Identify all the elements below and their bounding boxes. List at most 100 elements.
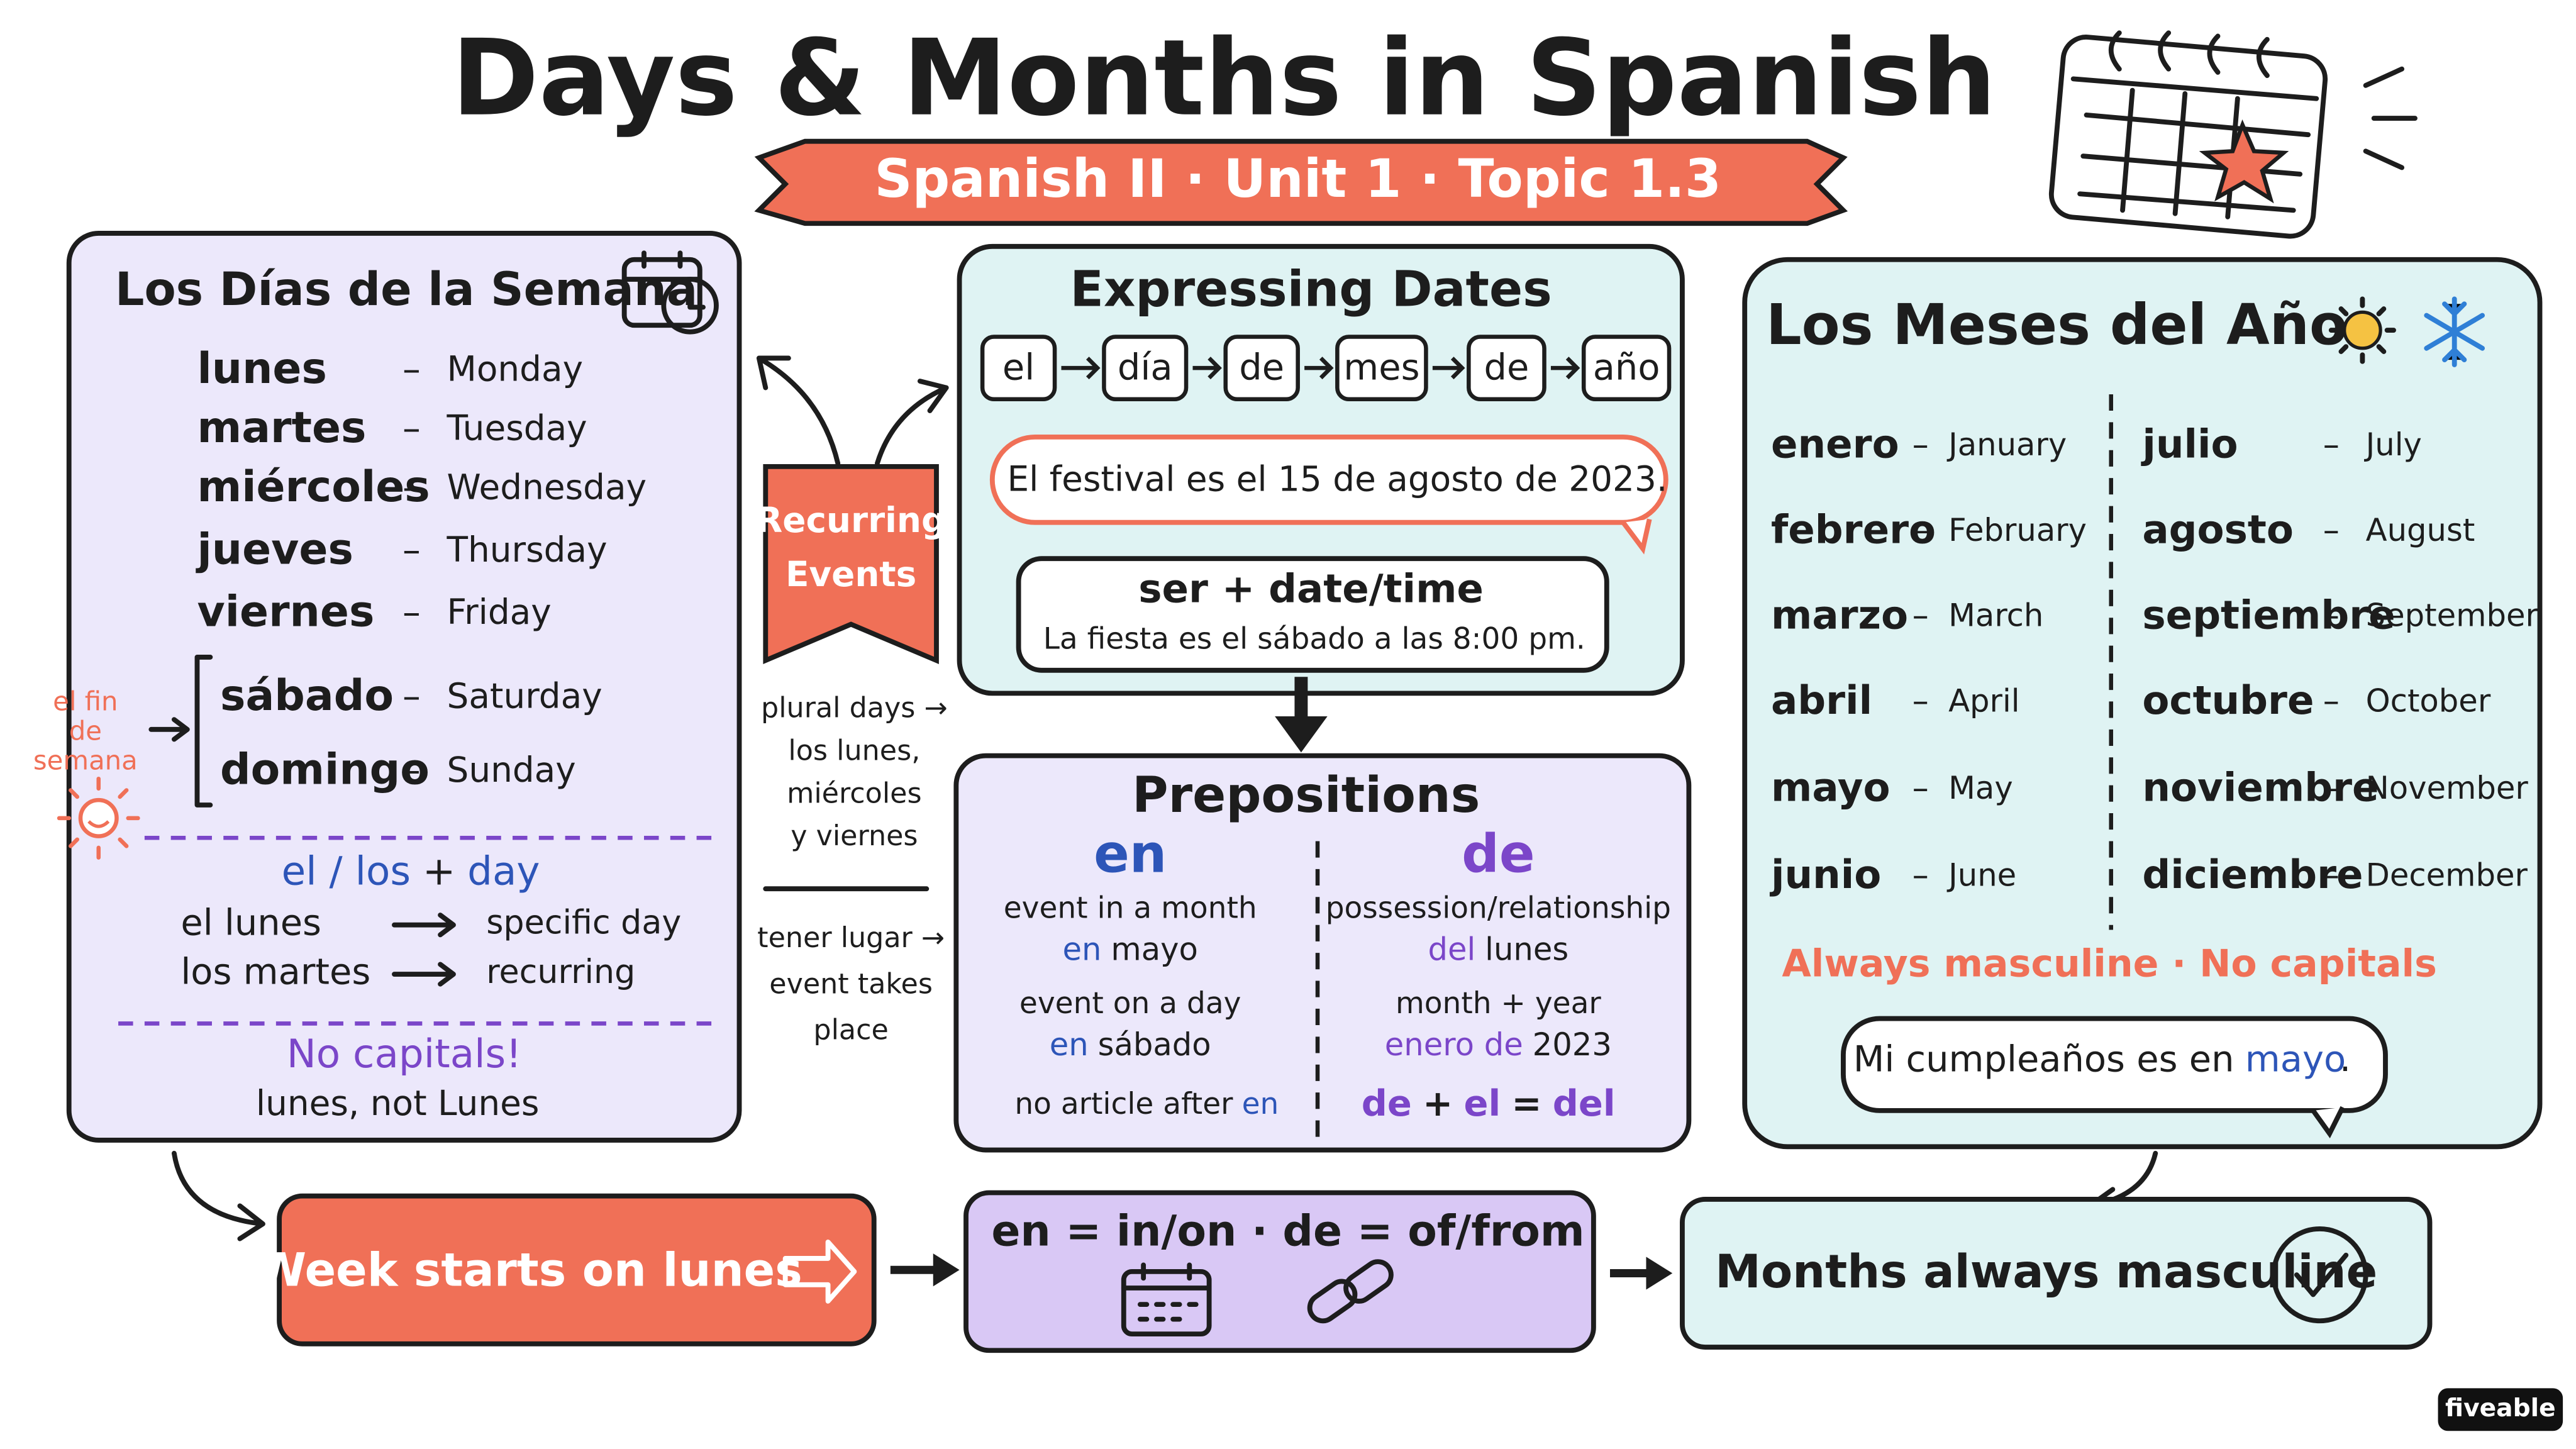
sequence-box (1102, 335, 1189, 402)
sequence-arrow (1304, 357, 1334, 380)
use-example-part: en (1063, 931, 1102, 967)
dash: – (1913, 511, 1929, 549)
sequence-arrow (1192, 357, 1222, 380)
day-en: Friday (447, 592, 552, 632)
month-es: abril (1771, 677, 1872, 723)
use-example-part: enero de (1385, 1026, 1523, 1063)
month-en: May (1948, 770, 2013, 806)
plural-note: los lunes, (788, 735, 920, 767)
panel-title: Prepositions (1132, 767, 1480, 824)
ser-rule: ser + date/time (1138, 565, 1484, 611)
sequence-arrow (1061, 357, 1101, 380)
plural-note: y viernes (791, 820, 918, 852)
check-icon (2271, 1226, 2368, 1324)
sequence-box (1467, 335, 1546, 402)
bubble-tail (1621, 518, 1652, 555)
month-en: February (1948, 512, 2087, 548)
dash: – (1913, 426, 1929, 464)
sequence-box (1223, 335, 1300, 402)
month-es: marzo (1771, 592, 1908, 638)
note: lunes, not Lunes (256, 1083, 540, 1123)
en-note-part: en (1242, 1087, 1279, 1121)
use-desc: possession/relationship (1326, 891, 1671, 926)
day-es: lunes (197, 344, 326, 394)
dash: – (402, 407, 421, 449)
summary-box (277, 1193, 877, 1346)
arrow-head (1646, 1257, 1673, 1290)
dash: – (1913, 682, 1929, 720)
link-icon (1307, 1259, 1394, 1324)
dash: – (402, 748, 421, 791)
dash: – (402, 675, 421, 717)
weekend-label: el fin (53, 686, 118, 717)
dash: – (402, 348, 421, 390)
month-en: September (2366, 597, 2539, 634)
de-note-part: el (1464, 1082, 1501, 1124)
month-es: octubre (2142, 677, 2314, 723)
month-en: January (1946, 426, 2067, 463)
month-en: June (1946, 857, 2016, 893)
clock-calendar-icon (621, 250, 719, 335)
preposition-heading: en (1094, 823, 1167, 885)
day-es: martes (197, 403, 366, 453)
de-note-part: + (1423, 1082, 1453, 1124)
example-arrows (392, 913, 456, 987)
day-en: Saturday (447, 675, 602, 716)
days-panel (66, 231, 742, 1143)
summary-text: Week starts on lunes (256, 1244, 802, 1297)
recurring-label: Recurring (756, 500, 946, 540)
prepositions-panel (953, 753, 1692, 1153)
en-note-part: no article after (1014, 1087, 1233, 1121)
example-en: recurring (486, 953, 635, 991)
arrow-head (933, 1253, 960, 1287)
use-desc: month + year (1396, 986, 1601, 1021)
recurring-ribbon (763, 464, 939, 665)
day-es: viernes (197, 587, 374, 637)
sequence-box (980, 335, 1057, 402)
sequence-word: el (1002, 346, 1035, 388)
month-es: mayo (1771, 765, 1890, 811)
month-en: July (2364, 426, 2422, 463)
day-es: domingo (220, 745, 430, 794)
months-panel (1742, 257, 2543, 1150)
date-example: El festival es el 15 de agosto de 2023. (1007, 459, 1667, 499)
sequence-box (1335, 335, 1428, 402)
month-en: November (2366, 770, 2529, 806)
subtitle: Spanish II · Unit 1 · Topic 1.3 (874, 148, 1721, 209)
sequence-word: mes (1343, 346, 1419, 388)
month-en: August (2366, 512, 2475, 548)
example-en: specific day (486, 904, 681, 942)
title: Days & Months in Spanish (452, 18, 1996, 140)
months-example-part: Mi cumpleaños es en (1853, 1038, 2235, 1080)
summary-box (1680, 1197, 2433, 1350)
tener-note: tener lugar → (757, 922, 945, 954)
use-example-part: en (1050, 1026, 1089, 1063)
sequence-box (1581, 335, 1672, 402)
use-example: en mayo (1063, 931, 1198, 967)
month-en: December (2366, 857, 2528, 893)
weekend-label: de (69, 716, 102, 747)
ser-box (1016, 556, 1609, 673)
summary-text: Months always masculine (1715, 1245, 2377, 1299)
use-example: enero de 2023 (1385, 1026, 1612, 1063)
month-es: junio (1769, 852, 1881, 897)
bubble-tail (2311, 1106, 2345, 1139)
dash: – (2323, 597, 2340, 635)
use-desc: event on a day (1019, 986, 1241, 1021)
dash: – (2323, 769, 2340, 807)
dash: – (1913, 597, 1929, 635)
day-en: Thursday (447, 530, 608, 570)
month-en: October (2366, 683, 2491, 719)
day-es: jueves (195, 525, 353, 574)
months-example-period: . (2340, 1038, 2351, 1080)
recurring-label: Events (786, 554, 916, 594)
sequence-arrow (1432, 357, 1465, 380)
de-note-part: = (1511, 1082, 1541, 1124)
day-en: Sunday (447, 750, 576, 790)
dash: – (402, 466, 421, 508)
use-example-part: 2023 (1533, 1026, 1612, 1063)
dash: – (2323, 511, 2340, 549)
calendar-icon (2048, 30, 2418, 239)
